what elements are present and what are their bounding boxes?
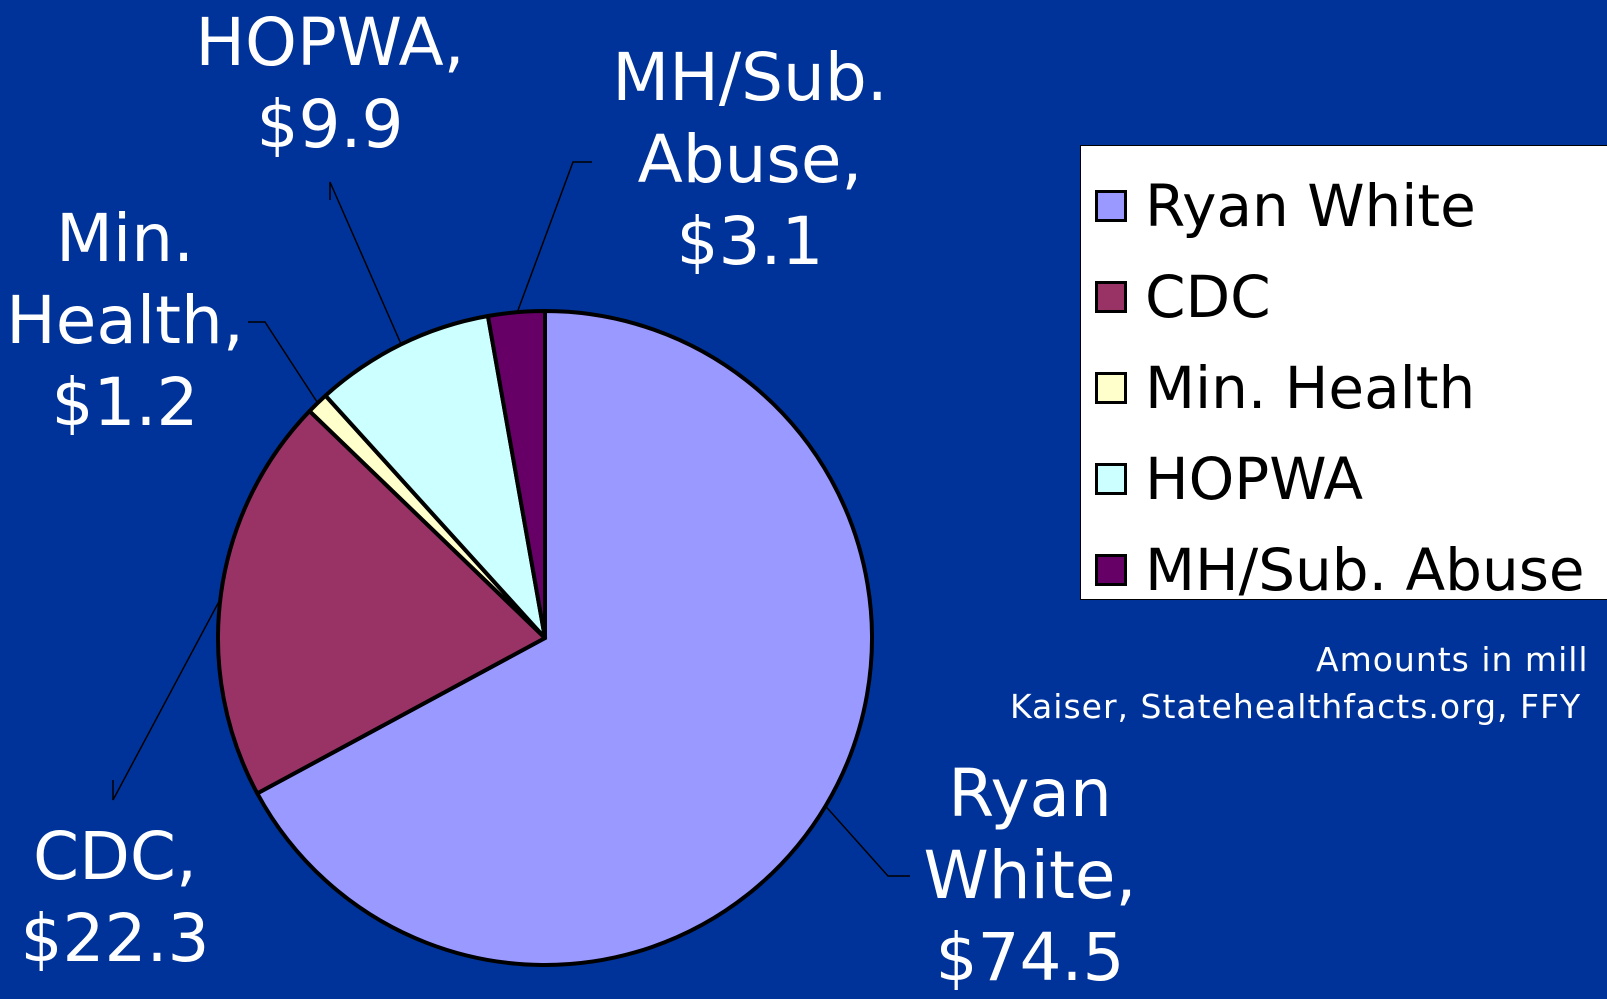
pie-slice-cdc bbox=[216, 409, 547, 796]
legend-swatch bbox=[1095, 462, 1127, 495]
leader-line-ryan-white bbox=[823, 803, 910, 877]
source-note: Kaiser, Statehealthfacts.org, FFY bbox=[1010, 687, 1582, 726]
pie-slice-hopwa bbox=[323, 314, 547, 640]
legend-item-mh-sub-abuse: MH/Sub. Abuse bbox=[1081, 524, 1607, 615]
legend-item-ryan-white: Ryan White bbox=[1081, 160, 1607, 251]
legend-swatch bbox=[1095, 371, 1127, 404]
data-label-hopwa: HOPWA, $9.9 bbox=[195, 4, 465, 163]
pie-slice-mh-sub-abuse bbox=[485, 309, 547, 640]
leader-line-mh-sub-abuse bbox=[515, 161, 592, 315]
legend-swatch bbox=[1095, 553, 1127, 586]
legend-label: HOPWA bbox=[1145, 444, 1364, 513]
data-label-min-health: Min. Health, $1.2 bbox=[6, 200, 244, 441]
leader-line-cdc bbox=[112, 593, 224, 801]
legend-label: Min. Health bbox=[1145, 353, 1476, 422]
legend-item-hopwa: HOPWA bbox=[1081, 433, 1607, 524]
chart-legend: Ryan White CDC Min. Health HOPWA MH/Sub.… bbox=[1080, 145, 1607, 604]
pie-slice-ryan-white bbox=[255, 309, 874, 967]
legend-label: Ryan White bbox=[1145, 171, 1476, 240]
legend-item-min-health: Min. Health bbox=[1081, 342, 1607, 433]
legend-label: MH/Sub. Abuse bbox=[1145, 535, 1585, 604]
data-label-mh-sub-abuse: MH/Sub. Abuse, $3.1 bbox=[612, 39, 888, 280]
leader-line-min-health bbox=[248, 321, 320, 406]
data-label-ryan-white: Ryan White, $74.5 bbox=[923, 755, 1137, 996]
legend-swatch bbox=[1095, 189, 1127, 222]
data-label-cdc: CDC, $22.3 bbox=[20, 818, 210, 977]
leader-line-hopwa bbox=[329, 181, 403, 347]
amounts-note: Amounts in mill bbox=[1316, 640, 1589, 679]
legend-item-cdc: CDC bbox=[1081, 251, 1607, 342]
legend-label: CDC bbox=[1145, 262, 1271, 331]
legend-swatch bbox=[1095, 280, 1127, 313]
